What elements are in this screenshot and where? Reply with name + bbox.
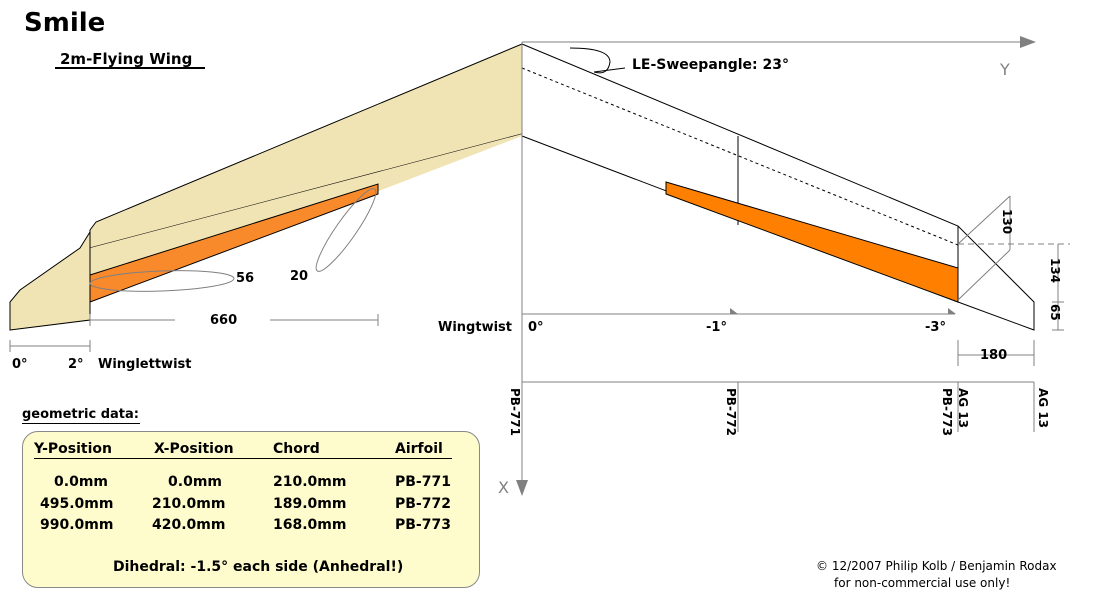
table-row-0-airfoil: PB-771 [395,474,451,490]
winglet-twist-a: 0° [12,357,28,372]
station-label-mid: PB-772 [724,388,738,436]
copyright-line2: for non-commercial use only! [834,576,1011,590]
geometric-data-table [22,431,480,588]
page-subtitle: 2m-Flying Wing [60,50,193,68]
station-label-root: PB-771 [508,388,522,436]
copyright-line1: © 12/2007 Philip Kolb / Benjamin Rodax [816,559,1057,573]
subtitle-underline [55,67,205,69]
table-row-0-chord: 210.0mm [273,474,347,490]
wingtwist-label: Wingtwist [438,320,512,335]
dim-56-label: 56 [236,271,255,286]
geometric-label-underline [22,423,140,424]
table-header-xpos: X-Position [154,441,234,457]
right-leading-edge [521,43,1035,331]
quarter-chord-line [521,67,959,246]
winglet-twist-label: Winglettwist [98,357,192,372]
table-row-1-airfoil: PB-772 [395,496,451,512]
left-winglet [9,230,91,331]
dim-130-label: 130 [1000,209,1014,235]
x-axis-arrow [516,480,528,496]
right-elevon [665,181,959,303]
table-row-0-y: 0.0mm [54,474,108,490]
sweep-angle-label: LE-Sweepangle: 23° [632,57,790,73]
sweep-angle-arc [569,47,611,74]
elevon-20-leader [315,188,377,272]
station-label-winglet: AG 13 [1036,388,1050,429]
geometric-data-label: geometric data: [22,407,139,422]
y-axis-label: Y [1000,60,1010,79]
table-row-2-airfoil: PB-773 [395,517,451,533]
table-header-airfoil: Airfoil [395,441,443,457]
table-header-ypos: Y-Position [34,441,112,457]
table-row-1-y: 495.0mm [40,496,114,512]
y-axis-arrow [1020,36,1036,48]
station-label-tip-ag: AG 13 [956,388,970,429]
dim-65-label: 65 [1048,304,1062,321]
dim-20-label: 20 [290,269,309,284]
page-title: Smile [24,8,106,38]
dihedral-note: Dihedral: -1.5° each side (Anhedral!) [113,559,404,575]
dim-660-label: 660 [210,313,238,328]
x-axis-label: X [498,478,509,497]
table-row-2-y: 990.0mm [40,517,114,533]
wingtwist-root: 0° [528,320,544,335]
station-label-tip: PB-773 [940,388,954,436]
dim-134-label: 134 [1048,258,1062,284]
table-header-rule [34,458,452,459]
elevon-56-leader [89,270,235,292]
winglet-twist-b: 2° [68,357,84,372]
wingtwist-tip: -3° [925,320,946,335]
dim-180-label: 180 [980,348,1008,363]
wingtwist-mid: -1° [706,320,727,335]
table-row-1-chord: 189.0mm [273,496,347,512]
table-row-2-chord: 168.0mm [273,517,347,533]
table-row-1-x: 210.0mm [152,496,226,512]
table-header-chord: Chord [273,441,320,457]
table-row-2-x: 420.0mm [152,517,226,533]
table-row-0-x: 0.0mm [168,474,222,490]
